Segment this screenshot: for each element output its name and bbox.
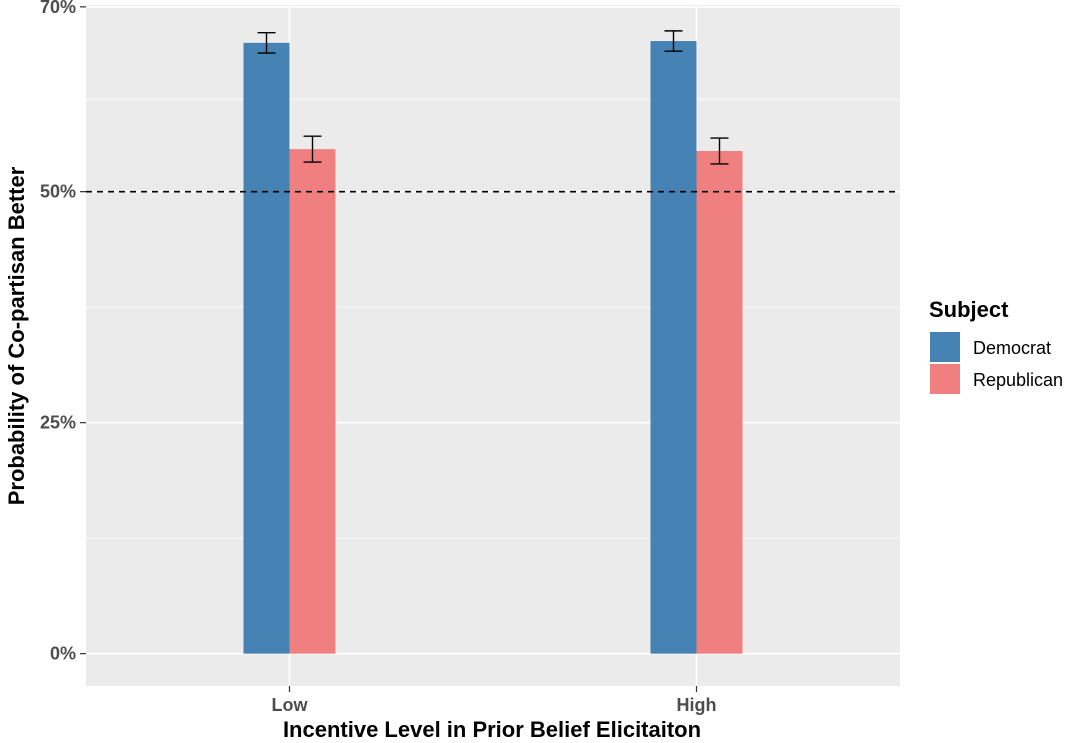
error-bar-republican-high bbox=[710, 137, 729, 165]
x-tick-label: Low bbox=[272, 695, 309, 715]
legend-swatch bbox=[930, 364, 960, 394]
bars bbox=[243, 41, 743, 654]
plot-panel bbox=[86, 5, 900, 686]
y-tick-label: 50% bbox=[40, 182, 76, 202]
legend-label: Republican bbox=[973, 370, 1063, 390]
y-axis: 0% 25% 50% 70% bbox=[40, 0, 86, 664]
y-tick-label: 70% bbox=[40, 0, 76, 17]
legend-label: Democrat bbox=[973, 338, 1051, 358]
error-bar-democrat-high bbox=[664, 30, 683, 52]
bar-republican-low bbox=[289, 149, 336, 654]
legend: Subject Democrat Republican bbox=[929, 297, 1063, 394]
x-axis: Low High bbox=[272, 686, 717, 715]
error-bars bbox=[257, 30, 729, 165]
legend-swatch bbox=[930, 332, 960, 362]
legend-title: Subject bbox=[929, 297, 1009, 322]
legend-item-republican: Republican bbox=[930, 364, 1063, 394]
bar-democrat-high bbox=[650, 41, 697, 654]
legend-item-democrat: Democrat bbox=[930, 332, 1051, 362]
y-tick-label: 0% bbox=[50, 644, 76, 664]
bar-democrat-low bbox=[243, 42, 290, 654]
bar-republican-high bbox=[696, 150, 743, 654]
x-axis-title: Incentive Level in Prior Belief Elicitai… bbox=[283, 717, 701, 742]
error-bar-republican-low bbox=[303, 135, 322, 163]
y-axis-title: Probability of Co-partisan Better bbox=[4, 166, 29, 505]
y-tick-label: 25% bbox=[40, 413, 76, 433]
error-bar-democrat-low bbox=[257, 32, 276, 54]
x-tick-label: High bbox=[677, 695, 717, 715]
